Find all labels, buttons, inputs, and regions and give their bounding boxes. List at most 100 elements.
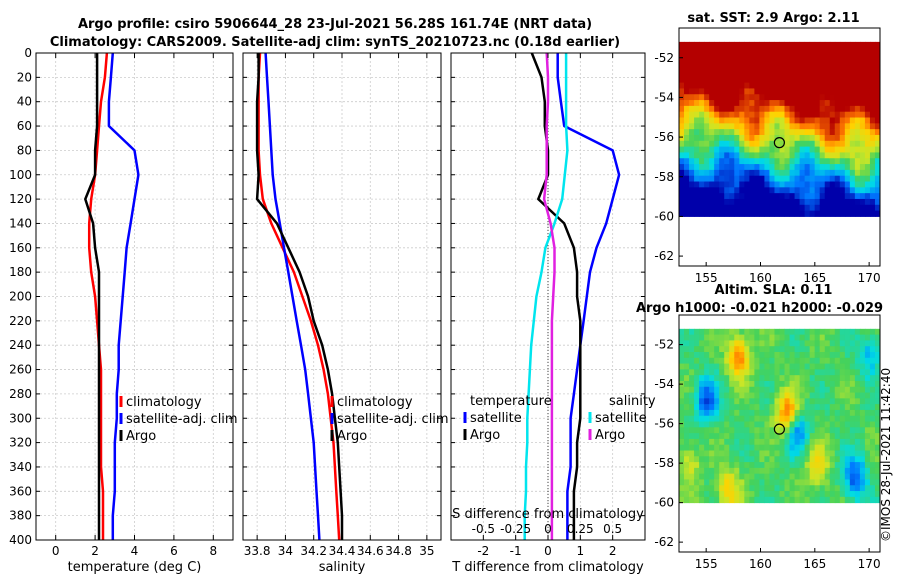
map-cell [724, 70, 730, 78]
map-cell [829, 421, 836, 428]
map-cell [804, 76, 811, 84]
map-cell [719, 491, 725, 498]
map-cell [764, 117, 770, 124]
map-cell [819, 164, 826, 171]
y-tick-label: 180 [9, 265, 32, 279]
map-cell [824, 328, 831, 336]
map-cell [719, 375, 725, 382]
map-cell [834, 181, 841, 188]
map-y-tick-label: -58 [654, 456, 674, 470]
map-cell [694, 129, 700, 136]
map-cell [684, 111, 690, 119]
map-cell [734, 169, 740, 177]
map-cell [734, 462, 740, 469]
map-cell [729, 53, 735, 60]
map-cell [769, 70, 775, 78]
map-cell [689, 169, 695, 177]
map-cell [784, 473, 791, 480]
map-cell [679, 76, 685, 84]
map-cell [769, 456, 775, 463]
map-cell [684, 140, 690, 148]
map-cell [679, 169, 685, 177]
map-cell [819, 450, 826, 457]
map-cell [809, 334, 816, 341]
map-cell [704, 59, 710, 66]
map-cell [829, 65, 836, 72]
map-cell [704, 421, 710, 428]
map-cell [759, 328, 765, 336]
map-cell [854, 456, 861, 463]
map-cell [694, 404, 700, 411]
map-cell [684, 59, 690, 66]
map-x-tick-label: 155 [695, 557, 718, 571]
map-cell [804, 152, 811, 159]
map-cell [764, 479, 770, 486]
map-cell [689, 164, 695, 171]
map-cell [864, 467, 871, 475]
map-cell [869, 438, 876, 446]
map-cell [849, 485, 856, 492]
map-cell [699, 111, 705, 119]
map-cell [794, 462, 801, 469]
map-cell [874, 398, 881, 405]
map-cell [684, 94, 690, 101]
map-cell [734, 491, 740, 498]
map-cell [799, 94, 806, 101]
map-cell [684, 169, 690, 177]
map-cell [774, 357, 781, 365]
map-cell [864, 187, 871, 194]
map-cell [869, 210, 876, 217]
legend-label: Argo [337, 429, 367, 444]
map-cell [769, 340, 775, 347]
map-cell [684, 438, 690, 446]
map-cell [734, 198, 740, 206]
map-cell [854, 496, 861, 504]
map-cell [764, 496, 770, 504]
map-cell [774, 65, 781, 72]
map-cell [809, 111, 816, 119]
map-cell [739, 181, 745, 188]
map-cell [829, 485, 836, 492]
map-cell [839, 88, 846, 95]
series-line-climatology [257, 52, 341, 541]
map-cell [829, 152, 836, 159]
map-cell [704, 491, 710, 498]
map-cell [694, 105, 700, 113]
map-cell [814, 392, 821, 399]
map-cell [839, 369, 846, 376]
map-cell [779, 456, 786, 463]
map-cell [709, 444, 715, 451]
map-cell [829, 340, 836, 347]
map-cell [774, 105, 781, 113]
map-cell [754, 65, 760, 72]
map-cell [804, 491, 811, 498]
map-cell [789, 47, 796, 55]
map-cell [734, 386, 740, 394]
map-cell [829, 427, 836, 434]
map-cell [724, 473, 730, 480]
map-cell [709, 187, 715, 194]
map-cell [814, 146, 821, 153]
map-cell [829, 204, 836, 212]
map-cell [729, 105, 735, 113]
map-cell [749, 175, 755, 183]
map-cell [709, 82, 715, 89]
map-cell [769, 76, 775, 84]
map-cell [729, 152, 735, 159]
map-cell [684, 392, 690, 399]
map-cell [684, 88, 690, 95]
map-cell [744, 198, 750, 206]
map-cell [824, 169, 831, 177]
map-cell [724, 175, 730, 183]
map-cell [804, 496, 811, 504]
map-cell [699, 187, 705, 194]
map-cell [829, 409, 836, 417]
map-cell [829, 41, 836, 49]
map-cell [859, 352, 866, 359]
map-cell [714, 59, 720, 66]
map-cell [714, 433, 720, 440]
map-cell [814, 41, 821, 49]
map-cell [679, 363, 685, 370]
map-cell [829, 496, 836, 504]
map-cell [869, 473, 876, 480]
